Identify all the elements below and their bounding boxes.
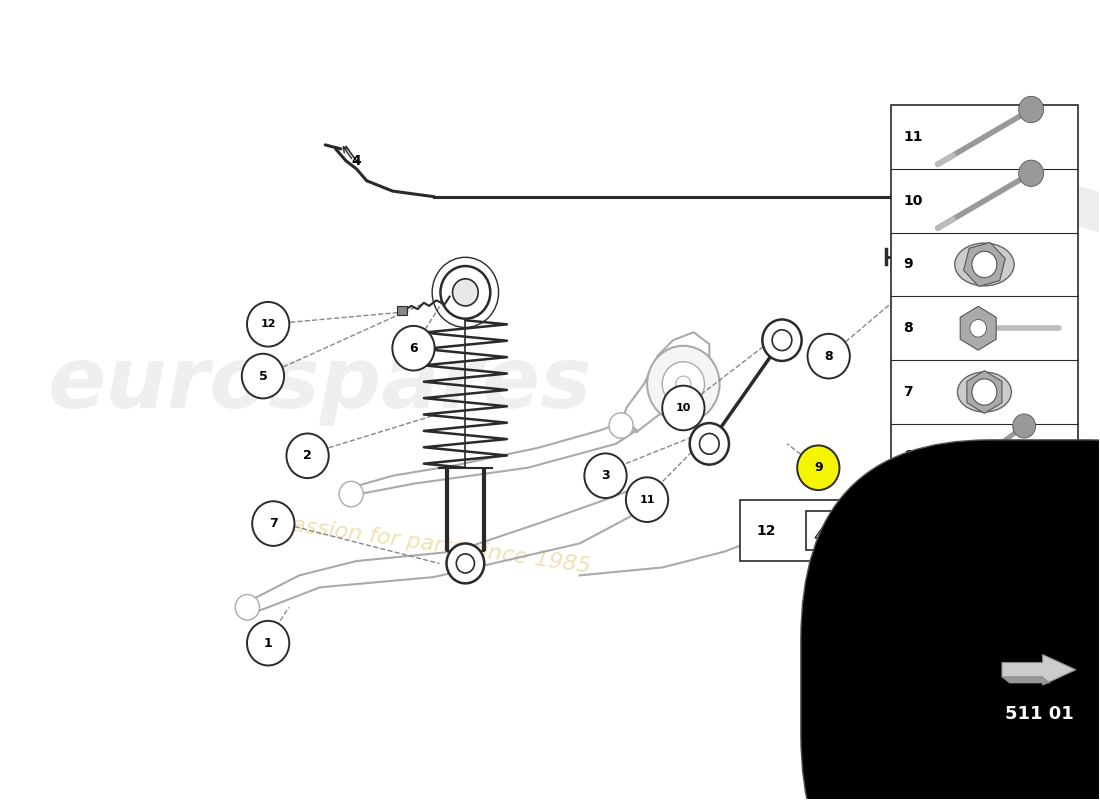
- Circle shape: [584, 454, 627, 498]
- Polygon shape: [1002, 654, 1076, 685]
- Text: 10: 10: [675, 403, 691, 413]
- Circle shape: [972, 251, 997, 278]
- Circle shape: [248, 621, 289, 666]
- Circle shape: [609, 413, 634, 438]
- Circle shape: [1019, 96, 1044, 122]
- Circle shape: [662, 386, 704, 430]
- Text: 4: 4: [352, 154, 361, 168]
- Circle shape: [690, 423, 729, 465]
- Circle shape: [447, 543, 484, 583]
- Circle shape: [635, 493, 659, 518]
- Circle shape: [393, 326, 434, 370]
- Circle shape: [762, 319, 802, 361]
- Circle shape: [286, 434, 329, 478]
- Text: 8: 8: [903, 322, 913, 335]
- Circle shape: [807, 334, 850, 378]
- Circle shape: [974, 509, 994, 530]
- Bar: [806, 511, 851, 550]
- Text: 9: 9: [903, 258, 913, 271]
- Circle shape: [972, 379, 997, 405]
- Text: 5: 5: [258, 370, 267, 382]
- Circle shape: [339, 482, 363, 507]
- Circle shape: [700, 434, 719, 454]
- Text: 8: 8: [824, 350, 833, 362]
- Ellipse shape: [957, 372, 1011, 412]
- Text: 12: 12: [261, 319, 276, 330]
- Circle shape: [772, 330, 792, 350]
- Text: 1: 1: [264, 637, 273, 650]
- Text: 7: 7: [268, 517, 277, 530]
- Bar: [397, 306, 407, 315]
- Polygon shape: [960, 306, 997, 350]
- Bar: [966, 506, 1003, 534]
- Text: a passion for parts since 1985: a passion for parts since 1985: [256, 510, 592, 577]
- Text: eurospares: eurospares: [47, 342, 592, 426]
- Polygon shape: [967, 370, 1002, 414]
- Circle shape: [798, 446, 839, 490]
- Polygon shape: [964, 242, 1005, 286]
- Text: 11: 11: [903, 130, 923, 144]
- Circle shape: [647, 346, 719, 422]
- Circle shape: [1019, 160, 1044, 186]
- Text: 9: 9: [814, 462, 823, 474]
- Circle shape: [248, 302, 289, 346]
- Bar: [740, 501, 901, 561]
- Text: 7: 7: [903, 385, 913, 399]
- Circle shape: [1013, 414, 1035, 438]
- Text: 10: 10: [903, 194, 923, 208]
- Circle shape: [970, 319, 987, 337]
- Circle shape: [440, 266, 491, 318]
- Circle shape: [675, 376, 691, 392]
- Text: 5: 5: [903, 513, 913, 526]
- Polygon shape: [1002, 677, 1050, 683]
- Text: 6: 6: [903, 449, 913, 463]
- Text: 11: 11: [639, 494, 654, 505]
- Text: 2: 2: [304, 450, 312, 462]
- Circle shape: [452, 279, 478, 306]
- Text: 511 01: 511 01: [1004, 705, 1074, 722]
- FancyBboxPatch shape: [801, 440, 1100, 800]
- Circle shape: [242, 354, 284, 398]
- Text: 3: 3: [602, 470, 609, 482]
- Text: 6: 6: [409, 342, 418, 354]
- Circle shape: [252, 502, 295, 546]
- Bar: [891, 105, 1078, 551]
- Text: 12: 12: [756, 524, 775, 538]
- Circle shape: [235, 594, 260, 620]
- Circle shape: [626, 478, 668, 522]
- Ellipse shape: [955, 243, 1014, 286]
- Circle shape: [662, 362, 704, 406]
- Circle shape: [456, 554, 474, 573]
